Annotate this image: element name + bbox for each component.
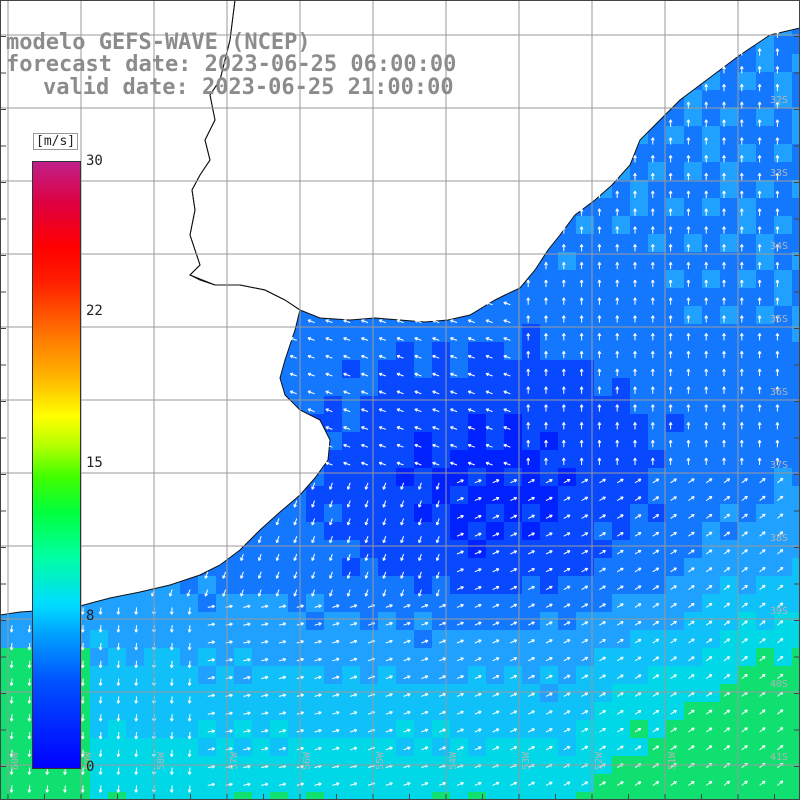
lat-label-33S: 33S <box>770 168 788 179</box>
lon-label-51W: 51W <box>667 751 678 770</box>
lat-label-40S: 40S <box>770 679 788 690</box>
land-area-west <box>0 0 330 615</box>
lat-label-34S: 34S <box>770 241 788 252</box>
lon-label-53W: 53W <box>521 751 532 770</box>
lat-label-38S: 38S <box>770 533 788 544</box>
lon-label-55W: 55W <box>375 751 386 770</box>
colorbar-tick-15: 15 <box>86 455 103 471</box>
lat-label-41S: 41S <box>770 752 788 763</box>
model-title: modelo GEFS-WAVE (NCEP) <box>6 30 311 55</box>
lon-label-58W: 58W <box>156 751 167 770</box>
colorbar-tick-22: 22 <box>86 303 103 319</box>
lon-label-56W: 56W <box>302 751 313 770</box>
land-area-north <box>0 0 800 322</box>
lon-label-59W: 59W <box>83 751 94 770</box>
coastline-west <box>0 0 331 616</box>
lat-label-32S: 32S <box>770 95 788 106</box>
lat-label-35S: 35S <box>770 314 788 325</box>
colorbar-tick-8: 8 <box>86 608 95 624</box>
lat-label-37S: 37S <box>770 460 788 471</box>
lat-label-39S: 39S <box>770 606 788 617</box>
forecast-date: forecast date: 2023-06-25 06:00:00 <box>6 52 457 77</box>
colorbar-unit-label: [m/s] <box>33 133 79 150</box>
colorbar <box>32 161 81 769</box>
colorbar-tick-30: 30 <box>86 153 103 169</box>
colorbar-tick-0: 0 <box>86 759 95 775</box>
lon-label-54W: 54W <box>448 751 459 770</box>
lon-label-60W: 60W <box>10 751 21 770</box>
lon-label-57W: 57W <box>229 751 240 770</box>
valid-date: valid date: 2023-06-25 21:00:00 <box>43 75 454 100</box>
wind-vectors <box>9 30 784 793</box>
lat-label-36S: 36S <box>770 387 788 398</box>
lon-label-52W: 52W <box>594 751 605 770</box>
